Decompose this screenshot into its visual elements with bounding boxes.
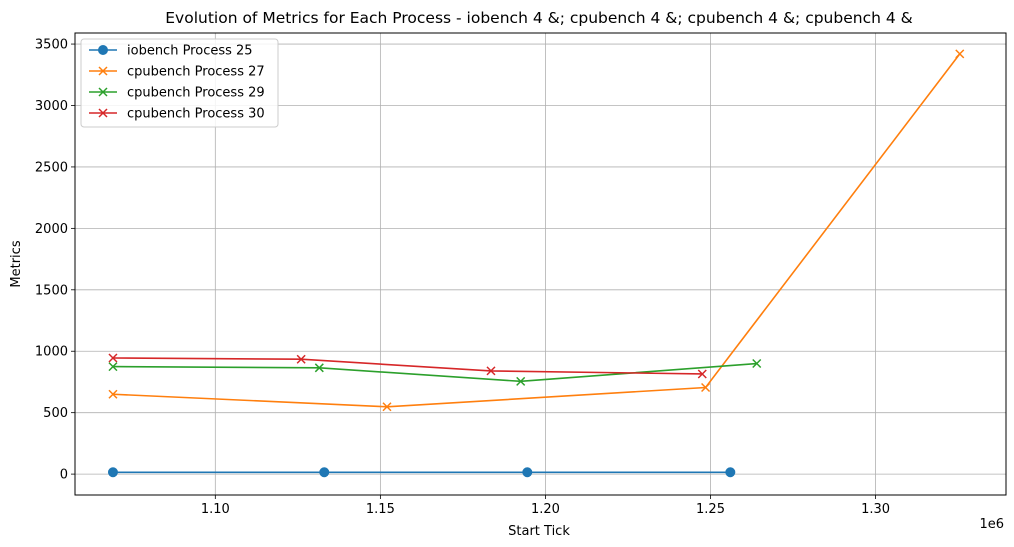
x-tick-label: 1.15 <box>366 502 395 517</box>
series-line <box>112 357 703 375</box>
y-tick-label: 1000 <box>35 345 68 360</box>
data-point <box>486 366 496 376</box>
y-tick-label: 3000 <box>35 99 68 114</box>
data-point <box>955 49 965 59</box>
legend-item: iobench Process 25 <box>89 44 253 59</box>
legend-item: cpubench Process 30 <box>89 107 265 122</box>
series-layer <box>107 49 965 478</box>
legend-label: cpubench Process 29 <box>127 86 265 101</box>
y-tick-label: 2500 <box>35 160 68 175</box>
data-point <box>522 467 533 478</box>
data-point <box>516 376 526 386</box>
plot-frame <box>74 32 1007 496</box>
legend-label: iobench Process 25 <box>127 44 253 59</box>
legend-marker <box>98 108 108 118</box>
series-3 <box>108 353 707 379</box>
x-offset-label: 1e6 <box>979 517 1004 532</box>
y-tick-label: 0 <box>60 468 68 483</box>
x-tick-label: 1.20 <box>531 502 560 517</box>
data-point <box>107 467 118 478</box>
legend-label: cpubench Process 30 <box>127 107 265 122</box>
data-point <box>725 467 736 478</box>
legend: iobench Process 25 cpubench Process 27 cpu… <box>80 38 279 128</box>
legend-box <box>80 38 279 128</box>
data-point <box>382 402 392 412</box>
data-point <box>108 362 118 372</box>
series-1 <box>108 49 965 412</box>
data-point <box>108 389 118 399</box>
chart-title: Evolution of Metrics for Each Process - … <box>165 9 912 27</box>
axis-ticks: 1.10 1.15 1.20 1.25 1.30 0 500 1000 1500 2000 2500… <box>35 38 890 517</box>
legend-marker <box>98 87 108 97</box>
data-point <box>697 369 707 379</box>
series-0 <box>107 467 736 478</box>
y-tick-label: 1500 <box>35 283 68 298</box>
x-axis-label: Start Tick <box>508 524 570 539</box>
legend-item: cpubench Process 29 <box>89 86 265 101</box>
legend-marker <box>98 66 108 76</box>
x-tick-label: 1.10 <box>201 502 230 517</box>
y-tick-label: 2000 <box>35 222 68 237</box>
data-point <box>319 467 330 478</box>
series-line <box>112 53 961 408</box>
legend-item: cpubench Process 27 <box>89 65 265 80</box>
grid <box>75 33 1006 495</box>
data-point <box>296 354 306 364</box>
data-point <box>752 358 762 369</box>
data-point <box>701 382 711 393</box>
data-point <box>314 363 324 373</box>
y-tick-label: 3500 <box>35 38 68 53</box>
y-axis-label: Metrics <box>9 240 24 287</box>
legend-label: cpubench Process 27 <box>127 65 265 80</box>
x-tick-label: 1.30 <box>861 502 890 517</box>
legend-marker <box>98 45 108 55</box>
data-point <box>108 353 118 363</box>
x-tick-label: 1.25 <box>696 502 725 517</box>
y-tick-label: 500 <box>43 406 68 421</box>
